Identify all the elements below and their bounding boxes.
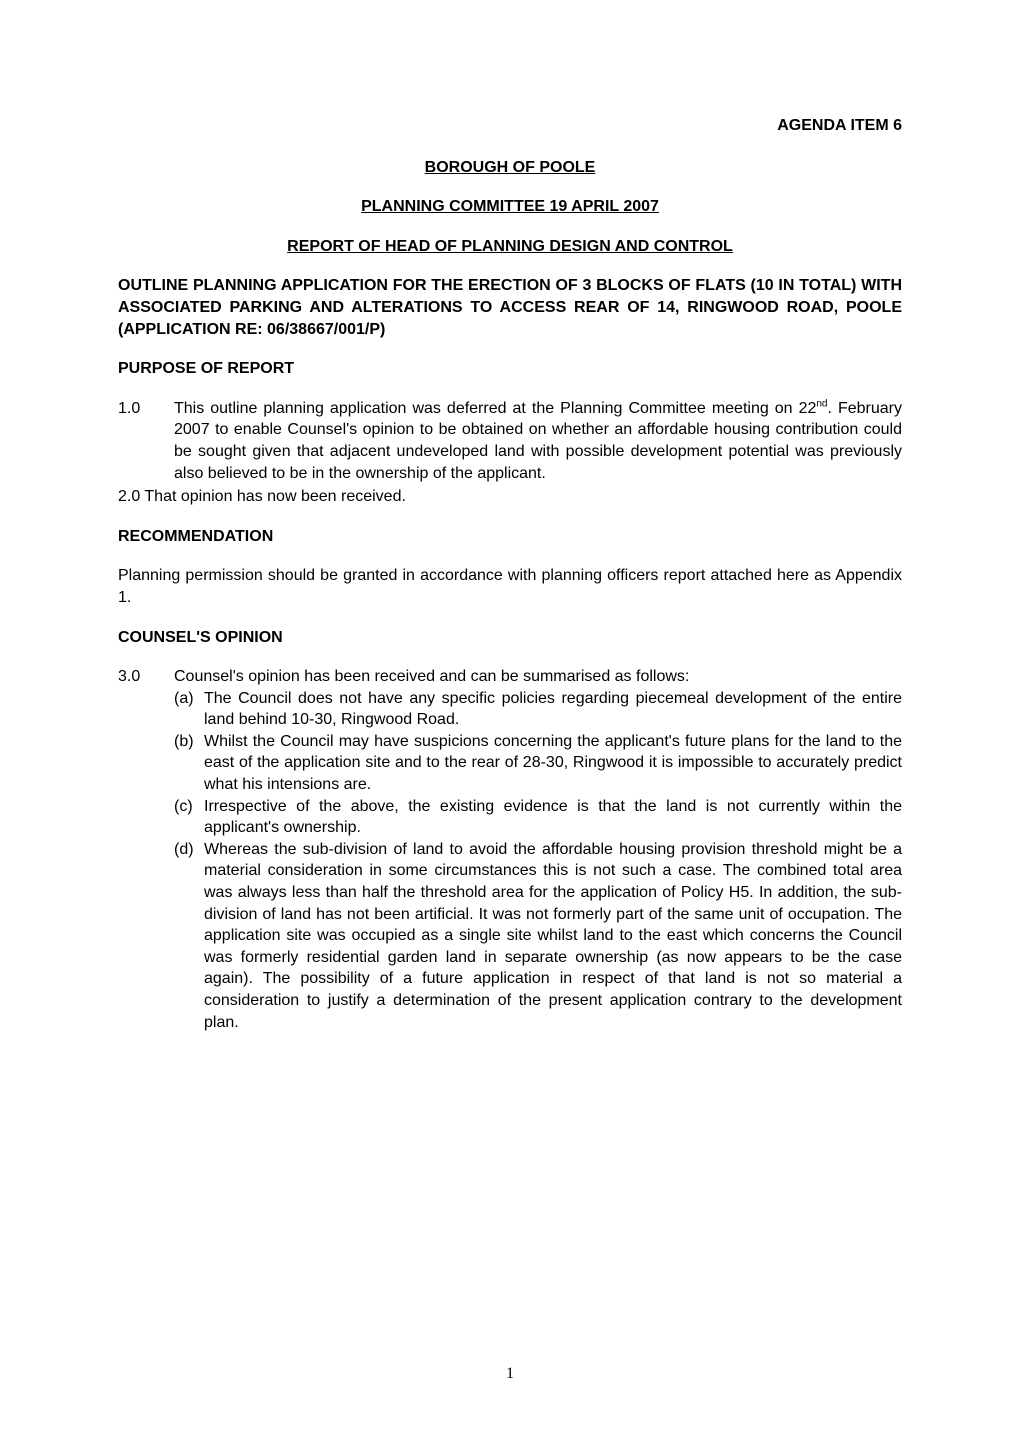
section-head-counsel: COUNSEL'S OPINION — [118, 627, 902, 649]
purpose-para-2: 2.0 That opinion has now been received. — [118, 486, 902, 508]
list-body: Irrespective of the above, the existing … — [204, 796, 902, 839]
para-text-pre: This outline planning application was de… — [174, 400, 816, 417]
list-body: Whereas the sub-division of land to avoi… — [204, 839, 902, 1033]
recommendation-text: Planning permission should be granted in… — [118, 565, 902, 608]
list-item: (a) The Council does not have any specif… — [174, 688, 902, 731]
page-number: 1 — [0, 1363, 1020, 1385]
ordinal-suffix: nd — [816, 398, 827, 409]
list-body: The Council does not have any specific p… — [204, 688, 902, 731]
list-item: (c) Irrespective of the above, the exist… — [174, 796, 902, 839]
list-item: (b) Whilst the Council may have suspicio… — [174, 731, 902, 796]
purpose-para-1: 1.0 This outline planning application wa… — [118, 398, 902, 484]
para-text: Counsel's opinion has been received and … — [174, 666, 902, 688]
agenda-item-label: AGENDA ITEM 6 — [118, 115, 902, 137]
list-item: (d) Whereas the sub-division of land to … — [174, 839, 902, 1033]
para-text: This outline planning application was de… — [174, 398, 902, 484]
list-label: (d) — [174, 839, 204, 1033]
heading-report-of: REPORT OF HEAD OF PLANNING DESIGN AND CO… — [118, 236, 902, 258]
counsel-list: (a) The Council does not have any specif… — [174, 688, 902, 1034]
list-label: (b) — [174, 731, 204, 796]
list-label: (a) — [174, 688, 204, 731]
list-body: Whilst the Council may have suspicions c… — [204, 731, 902, 796]
section-head-recommendation: RECOMMENDATION — [118, 526, 902, 548]
heading-borough: BOROUGH OF POOLE — [118, 157, 902, 179]
para-number: 1.0 — [118, 398, 174, 484]
heading-committee: PLANNING COMMITTEE 19 APRIL 2007 — [118, 196, 902, 218]
subject-title: OUTLINE PLANNING APPLICATION FOR THE ERE… — [118, 275, 902, 340]
section-head-purpose: PURPOSE OF REPORT — [118, 358, 902, 380]
list-label: (c) — [174, 796, 204, 839]
para-number: 3.0 — [118, 666, 174, 688]
counsel-intro: 3.0 Counsel's opinion has been received … — [118, 666, 902, 688]
